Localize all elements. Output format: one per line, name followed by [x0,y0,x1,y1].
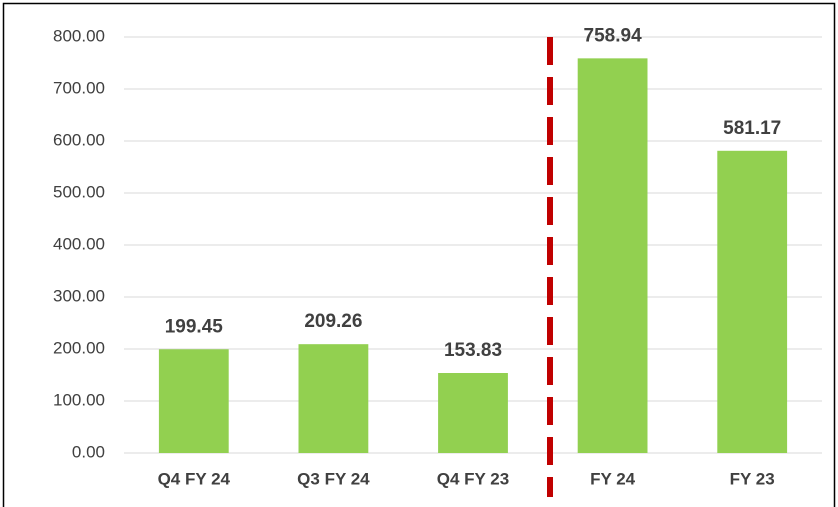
x-tick-label: FY 24 [590,469,636,488]
data-label: 153.83 [444,340,502,361]
y-tick-label: 800.00 [53,26,105,45]
bar [717,150,788,453]
data-label: 209.26 [304,311,362,332]
x-tick-label: Q4 FY 24 [158,469,231,488]
x-tick-label: Q3 FY 24 [297,469,370,488]
x-tick-label: FY 23 [730,469,775,488]
bar [577,58,648,454]
y-tick-label: 500.00 [53,182,105,201]
y-tick-label: 100.00 [53,390,105,409]
y-tick-label: 0.00 [72,442,105,461]
grid: 0.00 100.00 200.00 300.00 400.00 500.00 600.00… [53,26,822,461]
data-label: 581.17 [723,118,781,139]
x-tick-label: Q4 FY 23 [437,469,509,488]
y-tick-label: 400.00 [53,234,105,253]
marks: Q4 FY 24 199.45 Q3 FY 24 209.26 Q4 FY 23 153.… [158,25,788,488]
y-tick-label: 600.00 [53,130,105,149]
bar [438,373,508,453]
data-label: 758.94 [584,25,643,46]
y-tick-label: 200.00 [53,338,105,357]
bar [158,349,229,453]
bar [298,344,369,453]
y-tick-label: 700.00 [53,78,105,97]
data-label: 199.45 [165,316,224,337]
y-tick-label: 300.00 [53,286,105,305]
